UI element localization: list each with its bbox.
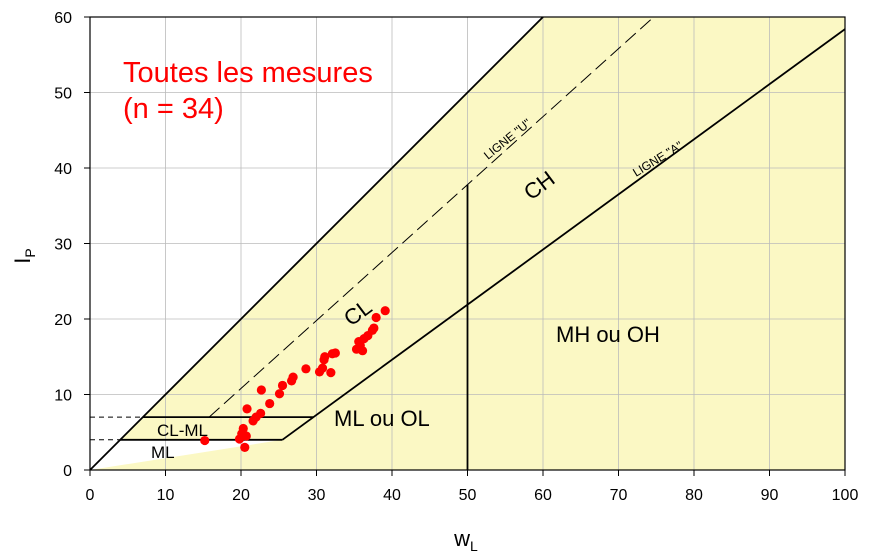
y-axis-title: IP [10,248,38,263]
data-point [371,312,381,323]
x-tick-label: 80 [685,487,703,504]
data-point [256,385,266,395]
zone-label-ml: ML [151,443,175,462]
data-point [320,352,330,362]
zone-label-cl-ml: CL-ML [157,421,208,440]
x-tick-label: 10 [157,487,175,504]
upper-limit-line [90,17,544,470]
data-point [369,323,379,333]
y-tick-label: 20 [54,312,72,329]
y-axis-subscript: P [22,248,38,257]
x-tick-label: 30 [308,487,326,504]
data-point [277,380,288,391]
x-tick-label: 20 [232,487,250,504]
data-point [274,389,285,399]
y-tick-label: 30 [54,237,72,254]
data-point [301,364,311,374]
zone-label-ml-ol: ML ou OL [334,406,430,431]
y-tick-label: 50 [54,86,72,103]
data-point [240,442,250,452]
zone-label-mh-oh: MH ou OH [556,322,660,347]
data-point [238,423,248,434]
zone-ml-gap [90,439,283,470]
axis-ticks [84,16,846,476]
x-axis-subscript: L [470,538,478,551]
x-axis-title: wL [453,526,478,551]
data-point [317,363,328,373]
y-tick-label: 0 [63,463,72,480]
x-tick-label: 50 [459,487,477,504]
annotation-line-1: Toutes les mesures [123,57,373,89]
data-point [241,431,251,441]
x-tick-label: 0 [86,487,95,504]
data-point [380,306,390,316]
x-tick-labels: 0 10 20 30 40 50 60 70 80 90 100 [86,487,859,504]
y-tick-labels: 0 10 20 30 40 50 60 [54,10,72,480]
y-tick-label: 10 [54,388,72,405]
y-tick-label: 40 [54,161,72,178]
x-tick-label: 40 [383,487,401,504]
x-tick-label: 100 [832,487,859,504]
data-point [326,368,336,378]
data-point [265,398,275,409]
x-tick-label: 90 [761,487,779,504]
data-point [288,372,298,382]
data-points [200,306,390,452]
x-tick-label: 70 [610,487,628,504]
y-tick-label: 60 [54,10,72,27]
data-point [256,408,266,418]
data-point [200,435,210,446]
data-point [357,346,368,356]
classification-lines [90,17,845,470]
a-line [281,28,845,441]
annotation-line-2: (n = 34) [123,93,224,125]
x-tick-label: 60 [534,487,552,504]
data-point [330,348,340,358]
data-point [242,404,252,414]
